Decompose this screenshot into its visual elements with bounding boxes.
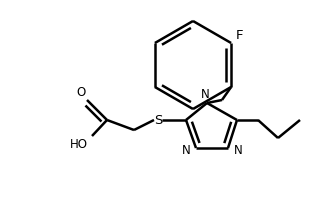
Text: S: S xyxy=(154,113,162,126)
Text: HO: HO xyxy=(70,138,88,151)
Text: N: N xyxy=(201,87,209,100)
Text: F: F xyxy=(236,29,243,42)
Text: N: N xyxy=(181,143,190,156)
Text: N: N xyxy=(234,143,242,156)
Text: O: O xyxy=(76,85,86,98)
